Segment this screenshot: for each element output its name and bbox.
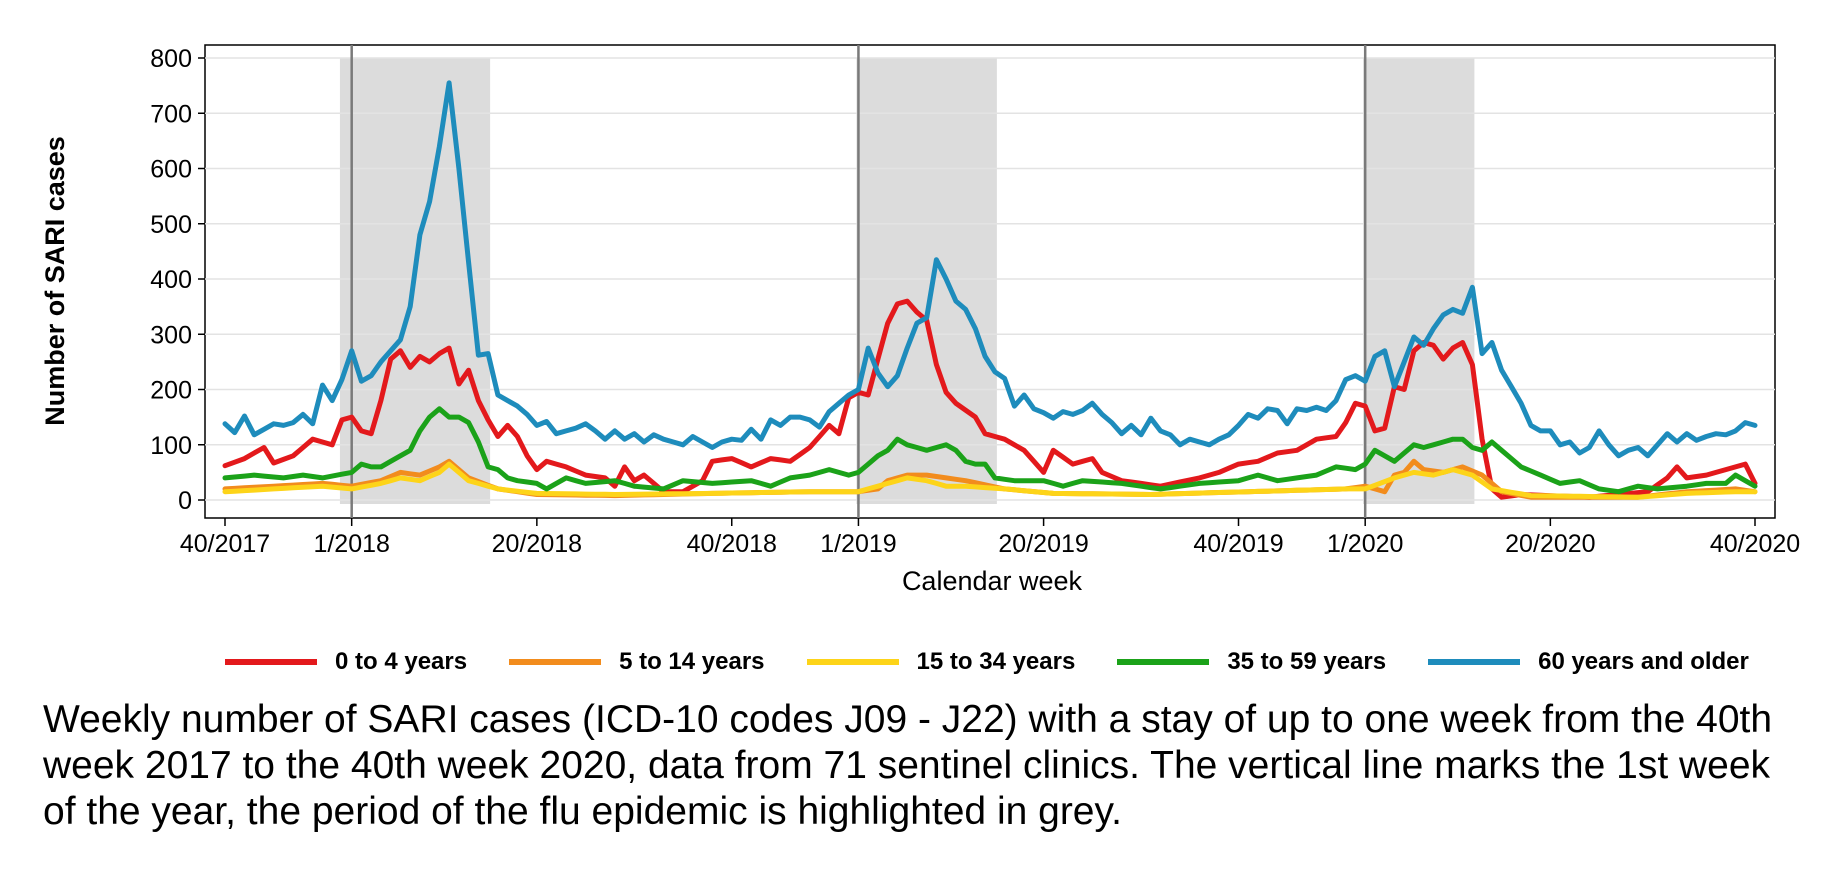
legend-item-0-to-4-years: 0 to 4 years xyxy=(225,648,467,676)
series-line-0-to-4-years xyxy=(222,298,1758,500)
plot-frame xyxy=(204,44,1776,519)
legend-label: 35 to 59 years xyxy=(1227,648,1387,675)
y-axis: 0 100 200 300 400 500 600 700 800 xyxy=(150,45,205,515)
x-tick-label-1-2019: 1/2019 xyxy=(820,530,896,558)
x-tick-label-40-2019: 40/2019 xyxy=(1193,530,1283,558)
y-tick-label-200: 200 xyxy=(150,377,192,405)
legend-swatch xyxy=(1117,659,1210,665)
x-tick-label-40-2018: 40/2018 xyxy=(687,530,777,558)
legend-item-35-to-59-years: 35 to 59 years xyxy=(1117,648,1386,676)
x-axis: 40/2017 1/2018 20/2018 40/2018 1/2019 20/2019… xyxy=(180,518,1800,558)
x-tick-label-40-2020: 40/2020 xyxy=(1710,530,1800,558)
legend-label: 0 to 4 years xyxy=(335,648,468,675)
series-line-35-to-59-years xyxy=(222,406,1758,495)
x-tick-label-20-2018: 20/2018 xyxy=(492,530,582,558)
y-tick-label-700: 700 xyxy=(150,100,192,128)
legend-swatch xyxy=(509,659,602,665)
x-tick-label-1-2018: 1/2018 xyxy=(313,530,389,558)
chart-legend: 0 to 4 years 5 to 14 years 15 to 34 years 3… xyxy=(225,644,1805,680)
y-tick-label-0: 0 xyxy=(178,487,192,515)
legend-swatch xyxy=(225,659,317,665)
x-tick-label-20-2019: 20/2019 xyxy=(998,530,1088,558)
x-tick-label-20-2020: 20/2020 xyxy=(1505,530,1595,558)
y-tick-label-600: 600 xyxy=(150,156,192,184)
legend-label: 5 to 14 years xyxy=(619,648,765,675)
y-axis-title: Number of SARI cases xyxy=(40,136,70,426)
y-tick-label-300: 300 xyxy=(150,321,192,349)
epidemic-period-2 xyxy=(856,58,997,504)
x-tick-label-40-2017: 40/2017 xyxy=(180,530,270,558)
legend-item-60-years-and-older: 60 years and older xyxy=(1428,648,1749,676)
legend-label: 60 years and older xyxy=(1538,648,1749,675)
year-start-lines xyxy=(350,45,1367,518)
y-tick-label-500: 500 xyxy=(150,211,192,239)
x-axis-title: Calendar week xyxy=(902,566,1083,596)
series-layer xyxy=(222,80,1758,500)
x-tick-label-1-2020: 1/2020 xyxy=(1327,530,1403,558)
sari-line-chart: 0 100 200 300 400 500 600 700 800 40/2017 1/2018 2… xyxy=(40,44,1800,596)
series-line-15-to-34-years xyxy=(222,461,1758,500)
legend-item-5-to-14-years: 5 to 14 years xyxy=(509,648,765,676)
y-tick-label-400: 400 xyxy=(150,266,192,294)
series-line-60-years-and-older xyxy=(222,80,1758,459)
y-tick-label-800: 800 xyxy=(150,45,192,73)
legend-swatch xyxy=(1428,659,1521,665)
y-tick-label-100: 100 xyxy=(150,432,192,460)
legend-swatch xyxy=(806,659,899,665)
legend-label: 15 to 34 years xyxy=(916,648,1076,675)
epidemic-shading-layer xyxy=(339,58,1475,504)
legend-item-15-to-34-years: 15 to 34 years xyxy=(806,648,1076,676)
figure-caption: Weekly number of SARI cases (ICD-10 code… xyxy=(43,698,1773,833)
